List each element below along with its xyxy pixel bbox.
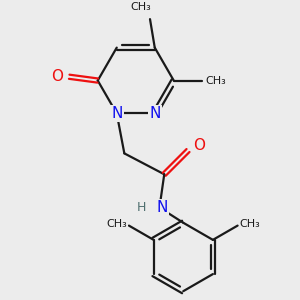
Text: CH₃: CH₃ [240, 219, 260, 229]
Text: N: N [157, 200, 168, 215]
Text: CH₃: CH₃ [205, 76, 226, 85]
Text: CH₃: CH₃ [106, 219, 127, 229]
Text: N: N [149, 106, 160, 121]
Text: H: H [137, 201, 146, 214]
Text: O: O [51, 69, 63, 84]
Text: CH₃: CH₃ [130, 2, 151, 12]
Text: N: N [111, 106, 122, 121]
Text: O: O [194, 138, 206, 153]
